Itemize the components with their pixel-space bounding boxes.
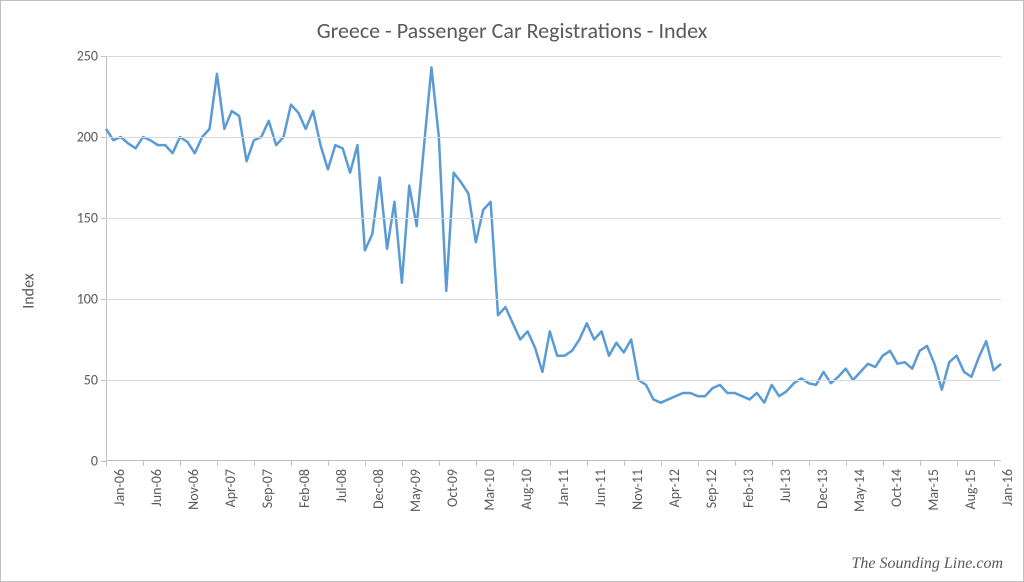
chart-title: Greece - Passenger Car Registrations - I… <box>1 17 1023 44</box>
x-tick-mark <box>402 461 403 466</box>
x-tick-label: Mar-15 <box>925 469 942 511</box>
grid-line <box>106 218 1001 219</box>
x-tick-mark <box>180 461 181 466</box>
plot-area: 050100150200250Jan-06Jun-06Nov-06Apr-07S… <box>106 56 1001 461</box>
y-tick-mark <box>101 137 106 138</box>
y-tick-mark <box>101 218 106 219</box>
y-tick-label: 150 <box>77 210 98 227</box>
x-tick-mark <box>624 461 625 466</box>
x-tick-label: May-14 <box>851 469 868 512</box>
x-tick-mark <box>735 461 736 466</box>
x-tick-mark <box>513 461 514 466</box>
y-tick-mark <box>101 56 106 57</box>
x-tick-label: Jul-08 <box>333 469 350 503</box>
x-tick-mark <box>994 461 995 466</box>
x-tick-mark <box>772 461 773 466</box>
grid-line <box>106 380 1001 381</box>
x-tick-label: Dec-13 <box>814 469 831 509</box>
x-tick-mark <box>217 461 218 466</box>
x-tick-label: Sep-12 <box>703 469 720 508</box>
x-tick-mark <box>550 461 551 466</box>
x-tick-label: Oct-14 <box>888 469 905 507</box>
y-tick-label: 50 <box>84 372 98 389</box>
x-tick-label: Mar-10 <box>481 469 498 511</box>
x-tick-mark <box>957 461 958 466</box>
x-tick-mark <box>809 461 810 466</box>
x-tick-label: Feb-08 <box>296 469 313 508</box>
x-tick-mark <box>328 461 329 466</box>
x-tick-label: Jul-13 <box>777 469 794 503</box>
x-tick-label: Apr-07 <box>222 469 239 507</box>
data-line-svg <box>106 56 1001 461</box>
x-tick-mark <box>291 461 292 466</box>
x-tick-label: Nov-11 <box>629 469 646 510</box>
y-tick-label: 250 <box>77 48 98 65</box>
x-tick-label: Sep-07 <box>259 469 276 508</box>
x-tick-label: Jun-06 <box>148 469 165 507</box>
x-tick-label: Oct-09 <box>444 469 461 507</box>
x-tick-label: Apr-12 <box>666 469 683 507</box>
data-series-line <box>106 67 1001 402</box>
x-tick-label: Dec-08 <box>370 469 387 509</box>
y-tick-mark <box>101 380 106 381</box>
y-tick-label: 0 <box>91 453 98 470</box>
x-tick-mark <box>883 461 884 466</box>
x-tick-label: Feb-13 <box>740 469 757 508</box>
x-tick-label: Aug-10 <box>518 469 535 510</box>
grid-line <box>106 299 1001 300</box>
y-tick-label: 100 <box>77 291 98 308</box>
x-tick-mark <box>698 461 699 466</box>
x-tick-label: Jun-11 <box>592 469 609 507</box>
grid-line <box>106 137 1001 138</box>
chart-container: Greece - Passenger Car Registrations - I… <box>0 0 1024 582</box>
y-tick-mark <box>101 299 106 300</box>
y-axis-label: Index <box>20 273 39 309</box>
x-tick-mark <box>254 461 255 466</box>
watermark: The Sounding Line.com <box>851 555 1003 573</box>
x-tick-label: Aug-15 <box>962 469 979 510</box>
x-tick-mark <box>476 461 477 466</box>
x-tick-mark <box>143 461 144 466</box>
x-tick-label: May-09 <box>407 469 424 512</box>
x-tick-label: Jan-11 <box>555 469 572 506</box>
x-tick-label: Nov-06 <box>185 469 202 510</box>
x-tick-mark <box>106 461 107 466</box>
x-tick-mark <box>661 461 662 466</box>
x-tick-label: Jan-16 <box>999 469 1016 506</box>
grid-line <box>106 56 1001 57</box>
x-tick-mark <box>365 461 366 466</box>
x-tick-label: Jan-06 <box>111 469 128 506</box>
x-tick-mark <box>920 461 921 466</box>
y-tick-label: 200 <box>77 129 98 146</box>
x-tick-mark <box>587 461 588 466</box>
x-tick-mark <box>439 461 440 466</box>
x-tick-mark <box>846 461 847 466</box>
